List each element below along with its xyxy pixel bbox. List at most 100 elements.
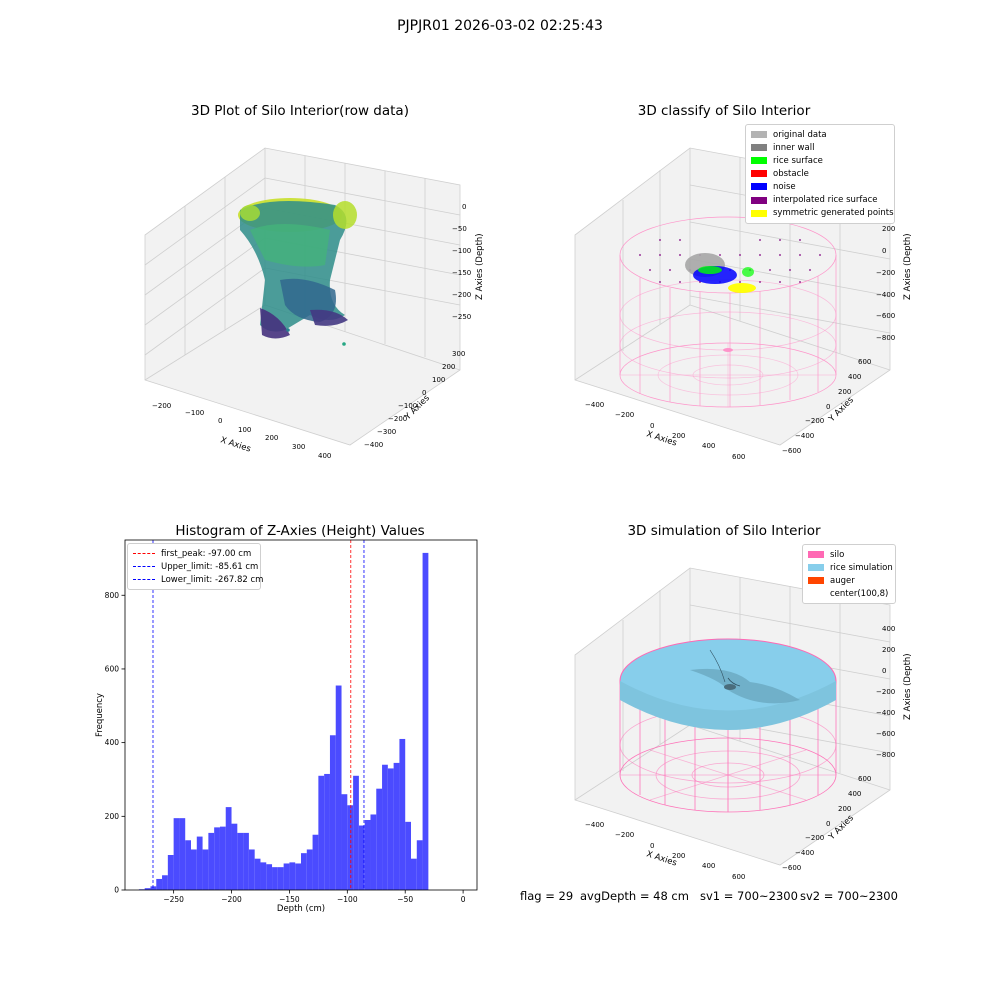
plot2-x-tick: 400	[702, 442, 715, 450]
histogram-bar	[376, 788, 383, 890]
legend-label: interpolated rice surface	[773, 195, 878, 206]
legend-swatch	[751, 209, 767, 217]
histogram-bar	[382, 764, 388, 890]
plot2-z-label: Z Axies (Depth)	[903, 233, 913, 300]
plot2-y-tick: 200	[838, 388, 851, 396]
legend-swatch	[751, 183, 767, 191]
legend-label: obstacle	[773, 168, 809, 179]
y-tick-label: 400	[105, 738, 120, 747]
legend-item: Upper_limit: -85.61 cm	[133, 560, 259, 573]
plot1-x-tick: 300	[292, 443, 305, 451]
plot4-x-tick: 200	[672, 852, 685, 860]
plot1-z-tick: −250	[452, 313, 471, 321]
histogram-bar	[208, 832, 215, 890]
histogram-bar	[399, 738, 406, 890]
histogram-y-ticks: 0 200 400 600 800	[105, 591, 125, 895]
y-tick-label: 200	[105, 812, 120, 821]
plot1-z-tick: −50	[452, 225, 467, 233]
y-tick-label: 800	[105, 591, 120, 600]
histogram-bar	[364, 820, 371, 890]
histogram-bar	[353, 775, 359, 890]
plot1-x-tick: −200	[152, 402, 171, 410]
plot2-y-tick: −200	[805, 417, 824, 425]
plot4-z-tick: 200	[882, 646, 895, 654]
plot1-point-cloud	[238, 198, 357, 346]
plot1-x-tick: 100	[238, 426, 251, 434]
histogram-bar	[272, 867, 278, 890]
plot1-x-tick: 200	[265, 434, 278, 442]
x-tick-label: −100	[337, 895, 358, 904]
x-tick-label: −200	[221, 895, 242, 904]
x-tick-label: 0	[461, 895, 466, 904]
plot2-x-tick: 600	[732, 453, 745, 461]
plot3-legend: first_peak: -97.00 cm Upper_limit: -85.6…	[127, 543, 263, 591]
histogram-bar	[202, 849, 209, 890]
legend-swatch	[751, 131, 767, 139]
legend-label: symmetric generated points	[773, 208, 894, 219]
legend-label: inner wall	[773, 142, 815, 153]
footer-flag: flag = 29	[520, 889, 574, 903]
plot2-z-tick: 200	[882, 225, 895, 233]
legend-item: first_peak: -97.00 cm	[133, 547, 255, 560]
plot4-title: 3D simulation of Silo Interior	[627, 523, 821, 539]
legend-item: auger	[808, 574, 890, 587]
legend-swatch	[751, 196, 767, 204]
plot4-y-tick: 0	[826, 820, 830, 828]
legend-label: original data	[773, 129, 827, 140]
histogram-bar	[277, 867, 284, 890]
histogram-bar	[156, 878, 163, 890]
legend-label: first_peak: -97.00 cm	[161, 548, 252, 559]
plot4-y-tick: −200	[805, 834, 824, 842]
legend-label: rice simulation	[830, 562, 893, 573]
histogram-bar	[254, 858, 261, 890]
histogram-bar	[162, 875, 168, 890]
histogram-bar	[318, 775, 325, 890]
histogram-bar	[329, 735, 336, 890]
histogram-bar	[214, 827, 220, 890]
plot4-z-tick: 0	[882, 667, 886, 675]
legend-item: original data	[751, 128, 889, 141]
plot1-y-tick: 300	[452, 350, 465, 358]
histogram-bar	[185, 840, 191, 890]
plot1-y-tick: −100	[398, 402, 417, 410]
plot4-legend: silo rice simulation auger center(100,8)	[802, 544, 896, 605]
histogram-bar	[370, 814, 377, 890]
plot4-3d-simulation: −400 −200 0 200 400 600 600 400 200 0 −2…	[574, 567, 913, 881]
plot1-x-tick: 400	[318, 452, 331, 460]
plot2-x-tick: 0	[650, 422, 654, 430]
plot2-y-tick: −400	[795, 432, 814, 440]
legend-label: Lower_limit: -267.82 cm	[161, 574, 264, 585]
histogram-bar	[243, 832, 249, 890]
legend-item: Lower_limit: -267.82 cm	[133, 573, 263, 586]
plot1-z-tick: −150	[452, 269, 471, 277]
plot3-y-label: Frequency	[95, 693, 105, 737]
plot1-x-tick: 0	[218, 417, 222, 425]
legend-item: symmetric generated points	[751, 207, 894, 220]
histogram-marker-lines	[152, 540, 365, 890]
histogram-bar	[196, 836, 203, 890]
plot4-z-label: Z Axies (Depth)	[903, 653, 913, 720]
plot2-y-tick: 400	[848, 373, 861, 381]
legend-swatch	[808, 590, 824, 598]
legend-line	[133, 553, 155, 555]
plot4-x-tick: 600	[732, 873, 745, 881]
legend-swatch	[808, 577, 824, 585]
plot2-x-tick: −400	[585, 401, 604, 409]
histogram-bar	[416, 840, 423, 890]
histogram-bar	[411, 858, 417, 890]
legend-item: inner wall	[751, 141, 889, 154]
plot2-title: 3D classify of Silo Interior	[637, 103, 811, 119]
plot3-histogram: −250 −200 −150 −100 −50 0 0 200 400 600 800 Depth…	[95, 539, 478, 914]
plot4-ticks: −400 −200 0 200 400 600 600 400 200 0 −2…	[585, 625, 895, 881]
legend-label: Upper_limit: -85.61 cm	[161, 561, 259, 572]
histogram-bar	[301, 853, 307, 890]
legend-line	[133, 566, 155, 568]
legend-item: noise	[751, 180, 889, 193]
plot1-y-tick: 100	[432, 376, 445, 384]
plot4-silo-wireframe	[619, 680, 837, 813]
plot4-z-tick: 400	[882, 625, 895, 633]
plot4-x-tick: 0	[650, 842, 654, 850]
histogram-bar	[167, 855, 174, 890]
plot1-z-tick: −200	[452, 291, 471, 299]
histogram-bar	[387, 768, 394, 890]
